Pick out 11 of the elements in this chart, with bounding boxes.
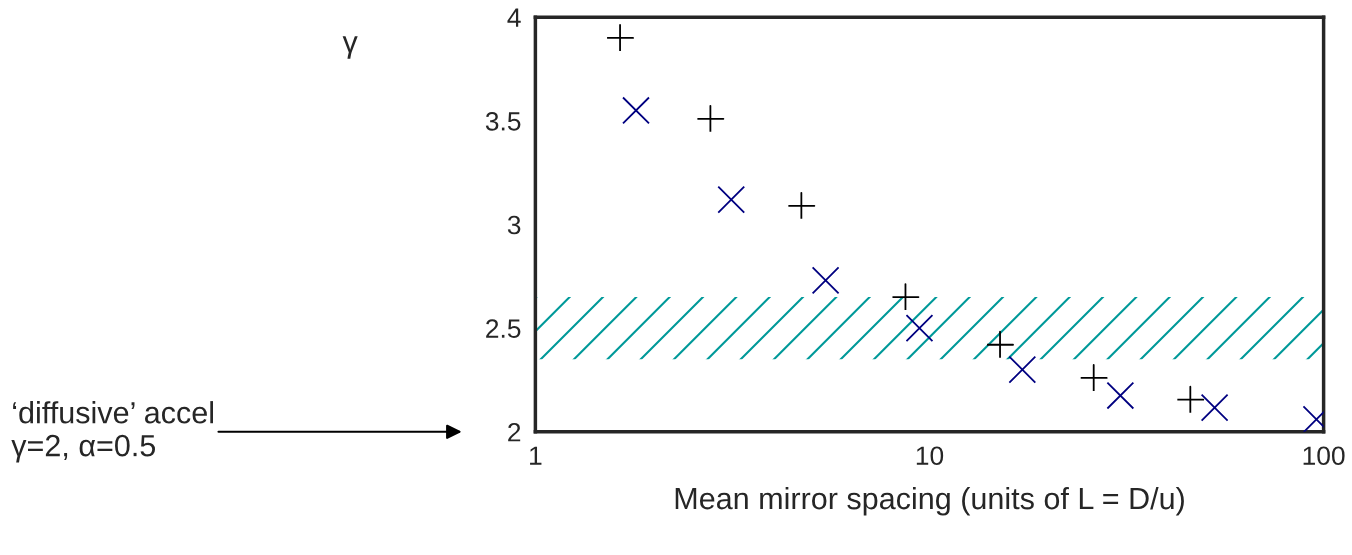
y-tick-label: 3 <box>507 215 521 235</box>
y-tick-label: 3.5 <box>485 111 521 131</box>
y-tick-label: 4 <box>507 8 521 27</box>
y-axis-title: γ <box>342 36 358 59</box>
x-axis-title: Mean mirror spacing (units of L = D/u) <box>675 486 1184 516</box>
y-tick-label: 2.5 <box>486 319 521 338</box>
text: ‘diffusive’ accel γ=2, α=0.5 <box>11 401 213 463</box>
x-tick-label: 10 <box>916 446 944 466</box>
x-tick-label: 100 <box>1303 446 1345 466</box>
y-tick-label: 2 <box>508 422 521 442</box>
x-tick-label: 1 <box>530 446 542 465</box>
